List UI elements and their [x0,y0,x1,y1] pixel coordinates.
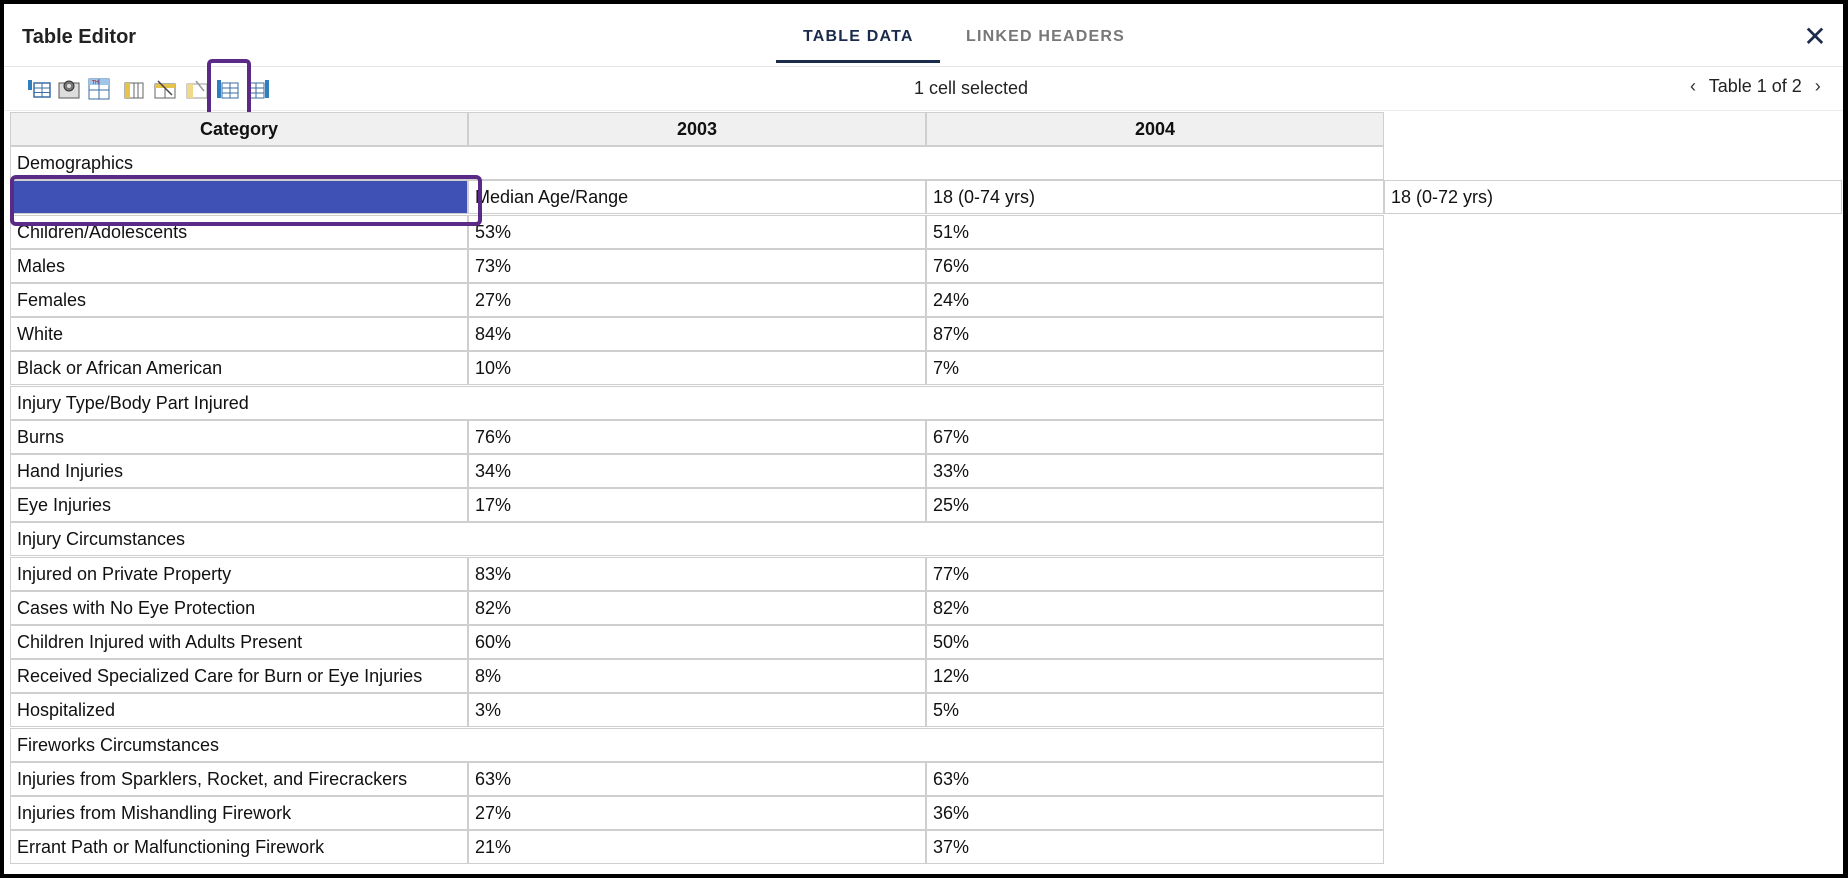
table-editor-dialog: Table Editor TABLE DATA LINKED HEADERS ✕… [4,4,1843,874]
column-header-2004[interactable]: 2004 [926,112,1384,146]
table-cell[interactable]: 37% [926,830,1384,864]
active-tab-indicator [776,60,940,63]
table-cell[interactable]: Males [10,249,468,283]
delete-column-icon[interactable] [121,77,147,101]
table-cell[interactable]: Errant Path or Malfunctioning Firework [10,830,468,864]
table-cell[interactable]: White [10,317,468,351]
selected-cell-highlight-box [10,175,482,226]
tool-highlight-box [207,59,251,117]
selected-cell[interactable] [10,180,468,214]
table-cell[interactable]: Eye Injuries [10,488,468,522]
table-cell[interactable]: 36% [926,796,1384,830]
table-cell[interactable]: 18 (0-72 yrs) [1384,180,1842,214]
split-cells-icon[interactable] [184,77,210,101]
section-cell[interactable]: Injury Type/Body Part Injured [10,386,1384,420]
table-cell[interactable]: 8% [468,659,926,693]
table-cell[interactable]: Median Age/Range [468,180,926,214]
table-cell[interactable]: 27% [468,796,926,830]
section-cell[interactable]: Injury Circumstances [10,522,1384,556]
table-cell[interactable]: 3% [468,693,926,727]
chevron-left-icon[interactable]: ‹ [1690,76,1696,96]
table-cell[interactable]: 27% [468,283,926,317]
svg-text:TH: TH [91,80,99,86]
table-cell[interactable]: Children Injured with Adults Present [10,625,468,659]
table-cell[interactable]: 67% [926,420,1384,454]
selection-status: 1 cell selected [914,78,1029,98]
table-cell[interactable]: 73% [468,249,926,283]
toolbar: TH [4,68,1843,111]
table-cell[interactable]: 17% [468,488,926,522]
column-header-2003[interactable]: 2003 [468,112,926,146]
section-cell[interactable]: Demographics [10,146,1384,180]
tab-table-data[interactable]: TABLE DATA [803,28,914,45]
table-cell[interactable]: Children/Adolescents [10,215,468,249]
table-cell[interactable]: 50% [926,625,1384,659]
table-cell[interactable]: Injuries from Mishandling Firework [10,796,468,830]
column-header-category[interactable]: Category [10,112,468,146]
table-cell[interactable]: 83% [468,557,926,591]
table-cell[interactable]: 82% [468,591,926,625]
chevron-right-icon[interactable]: › [1814,76,1821,96]
table-cell[interactable]: 51% [926,215,1384,249]
table-cell[interactable]: 5% [926,693,1384,727]
table-cell[interactable]: 87% [926,317,1384,351]
table-settings-icon[interactable] [56,77,82,101]
table-cell[interactable]: Injuries from Sparklers, Rocket, and Fir… [10,762,468,796]
table-cell[interactable]: Cases with No Eye Protection [10,591,468,625]
close-icon[interactable]: ✕ [1803,21,1827,52]
table-cell[interactable]: 25% [926,488,1384,522]
table-cell[interactable]: 21% [468,830,926,864]
section-cell[interactable]: Fireworks Circumstances [10,728,1384,762]
header-format-icon[interactable]: TH [86,77,112,101]
pager-label: Table 1 of 2 [1708,76,1802,96]
table-cell[interactable]: Hand Injuries [10,454,468,488]
table-cell[interactable]: 53% [468,215,926,249]
table-cell[interactable]: 34% [468,454,926,488]
table-cell[interactable]: Injured on Private Property [10,557,468,591]
table-cell[interactable]: 77% [926,557,1384,591]
table-cell[interactable]: 18 (0-74 yrs) [926,180,1384,214]
dialog-header: Table Editor TABLE DATA LINKED HEADERS ✕ [4,4,1843,67]
table-cell[interactable]: 84% [468,317,926,351]
table-cell[interactable]: 24% [926,283,1384,317]
table-cell[interactable]: Black or African American [10,351,468,385]
table-cell[interactable]: 76% [926,249,1384,283]
table-cell[interactable]: 82% [926,591,1384,625]
tab-linked-headers[interactable]: LINKED HEADERS [966,28,1126,45]
table-cell[interactable]: 60% [468,625,926,659]
table-cell[interactable]: 63% [926,762,1384,796]
table-cell[interactable]: Hospitalized [10,693,468,727]
merge-cells-icon[interactable] [152,77,178,101]
table-cell[interactable]: 7% [926,351,1384,385]
insert-row-icon[interactable] [26,77,52,101]
table-cell[interactable]: Burns [10,420,468,454]
table-cell[interactable]: 10% [468,351,926,385]
table-cell[interactable]: 76% [468,420,926,454]
table-cell[interactable]: Females [10,283,468,317]
table-cell[interactable]: 63% [468,762,926,796]
table-cell[interactable]: 12% [926,659,1384,693]
table-cell[interactable]: 33% [926,454,1384,488]
dialog-title: Table Editor [22,26,137,48]
table-cell[interactable]: Received Specialized Care for Burn or Ey… [10,659,468,693]
insert-column-left-icon[interactable] [214,77,240,101]
table-pager: ‹ Table 1 of 2 › [1682,76,1829,97]
